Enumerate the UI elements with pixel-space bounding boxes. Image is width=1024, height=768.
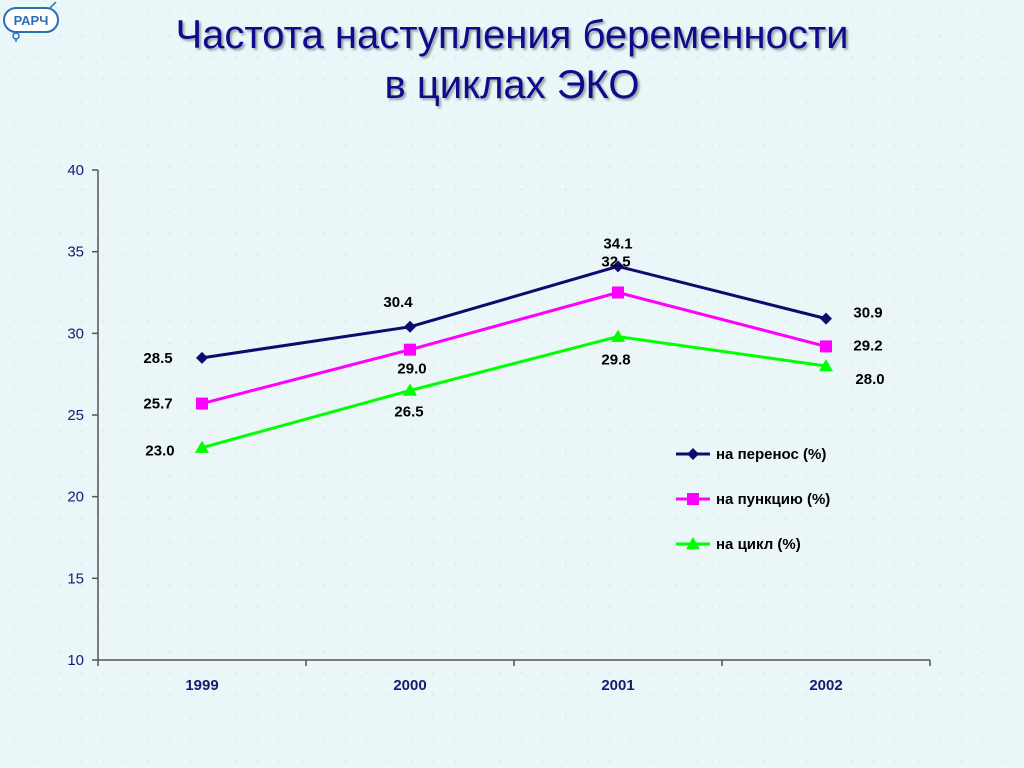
legend-label: на цикл (%) — [716, 536, 801, 553]
data-label: 28.0 — [855, 371, 884, 388]
title-line-2: в циклах ЭКО — [384, 63, 640, 107]
data-point — [404, 320, 416, 333]
legend-marker — [687, 493, 699, 505]
y-tick-label: 35 — [67, 244, 84, 261]
data-point — [196, 351, 208, 364]
y-tick-label: 15 — [67, 570, 84, 587]
legend-label: на перенос (%) — [716, 446, 826, 463]
data-point — [612, 260, 624, 273]
x-tick-label: 2002 — [809, 677, 842, 694]
series-line — [201, 291, 827, 406]
y-tick-label: 10 — [67, 652, 84, 669]
legend-label: на пункцию (%) — [716, 491, 830, 508]
rarch-logo: РАРЧ — [3, 2, 59, 42]
y-tick-label: 40 — [67, 162, 84, 179]
data-point — [403, 383, 417, 396]
data-point — [404, 343, 416, 356]
data-point — [612, 286, 624, 299]
y-tick-label: 20 — [67, 489, 84, 506]
data-label: 26.5 — [394, 404, 423, 421]
series-line — [201, 264, 827, 360]
data-label: 34.1 — [603, 235, 632, 252]
data-label: 30.4 — [383, 294, 413, 311]
data-label: 32.5 — [601, 254, 630, 271]
data-label: 23.0 — [145, 443, 174, 460]
data-label: 30.9 — [853, 305, 882, 322]
y-tick-label: 25 — [67, 407, 84, 424]
y-tick-label: 30 — [67, 325, 84, 342]
x-tick-label: 1999 — [185, 677, 218, 694]
title-line-1: Частота наступления беременности — [175, 13, 849, 57]
data-label: 29.8 — [601, 352, 630, 369]
series-line — [201, 335, 827, 450]
x-tick-label: 2000 — [393, 677, 426, 694]
data-point — [820, 312, 832, 325]
data-label: 25.7 — [143, 396, 172, 413]
data-point — [611, 329, 625, 342]
legend-marker — [686, 537, 700, 550]
legend-marker — [687, 448, 699, 460]
data-point — [196, 397, 208, 410]
logo-text: РАРЧ — [14, 13, 49, 28]
data-point — [819, 359, 833, 372]
x-tick-label: 2001 — [601, 677, 634, 694]
data-label: 29.0 — [397, 361, 426, 378]
data-label: 28.5 — [143, 350, 172, 367]
data-label: 29.2 — [853, 337, 882, 354]
data-point — [195, 440, 209, 453]
page-title: Частота наступления беременности в цикла… — [0, 10, 1024, 110]
data-point — [820, 340, 832, 353]
